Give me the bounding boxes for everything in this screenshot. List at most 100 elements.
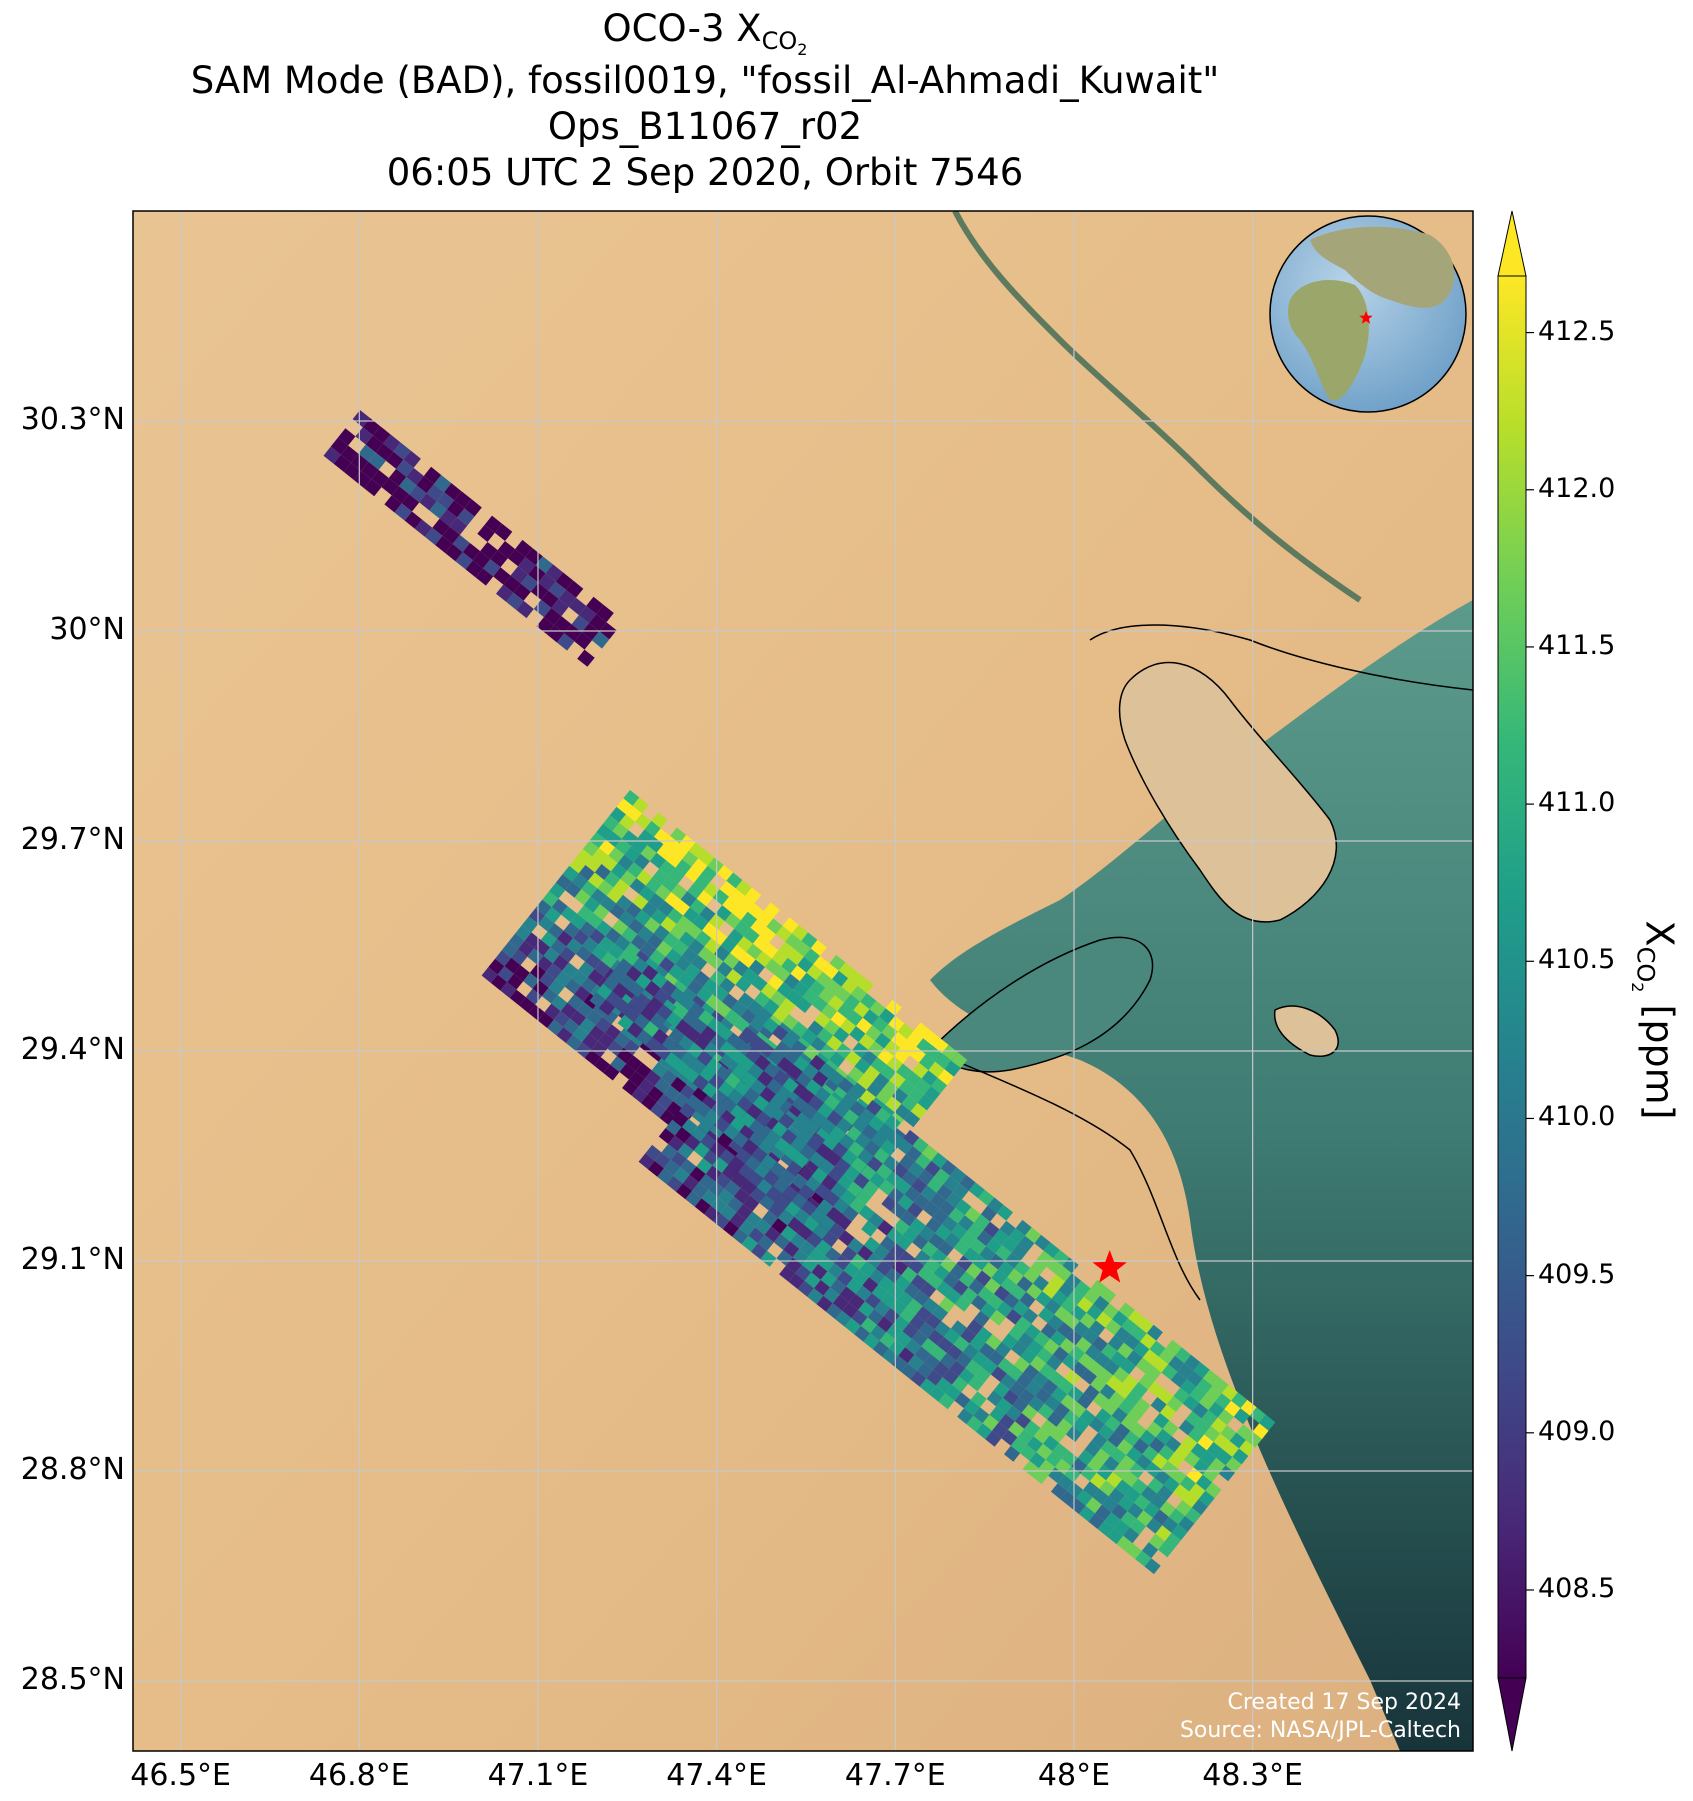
xco2-pixel	[996, 1204, 1013, 1221]
xco2-pixel	[700, 865, 717, 882]
xco2-pixel	[504, 957, 521, 974]
xco2-pixel	[820, 1271, 837, 1288]
xco2-pixel	[950, 1167, 967, 1184]
xco2-pixel	[1158, 1541, 1175, 1558]
xco2-pixel	[727, 1196, 744, 1213]
xco2-pixel	[953, 1239, 970, 1256]
xco2-pixel	[604, 871, 621, 888]
xco2-pixel	[594, 960, 611, 977]
xco2-pixel	[921, 1144, 938, 1161]
xco2-pixel	[1162, 1420, 1179, 1437]
xco2-pixel	[1030, 1259, 1047, 1276]
xco2-pixel	[1083, 1288, 1100, 1305]
xco2-pixel	[787, 1217, 804, 1233]
xco2-pixel	[987, 1293, 1004, 1310]
xco2-pixel	[754, 991, 771, 1008]
xco2-pixel	[756, 1178, 773, 1195]
xco2-pixel	[802, 988, 819, 1005]
xco2-pixel	[688, 1002, 705, 1019]
xco2-pixel	[758, 1138, 775, 1155]
xco2-pixel	[1097, 1520, 1114, 1537]
xco2-pixel	[766, 1078, 783, 1095]
xco2-pixel	[923, 1353, 940, 1370]
xco2-pixel	[944, 1232, 961, 1248]
xco2-pixel	[740, 1071, 758, 1088]
xco2-pixel	[684, 866, 701, 883]
figure-title-line3: Ops_B11067_r02	[547, 105, 863, 148]
xco2-pixel	[993, 1285, 1010, 1302]
xco2-pixel	[661, 1069, 678, 1086]
xco2-pixel	[1079, 1409, 1096, 1426]
xco2-pixel	[391, 486, 410, 504]
xco2-pixel	[556, 633, 575, 651]
xco2-pixel	[627, 862, 644, 879]
xco2-pixel	[890, 1299, 907, 1316]
map-gridlines	[133, 211, 1473, 1751]
xco2-pixel	[1099, 1480, 1116, 1497]
xco2-pixel	[931, 1077, 948, 1094]
xco2-pixel	[1147, 1477, 1164, 1494]
xco2-pixel	[1090, 1279, 1107, 1296]
xco2-pixel	[760, 1250, 777, 1267]
xco2-pixel	[826, 1206, 843, 1223]
xco2-pixel	[721, 1164, 738, 1181]
xco2-pixel	[722, 896, 739, 913]
xco2-pixel	[840, 1093, 857, 1110]
xco2-pixel	[849, 1100, 866, 1117]
xco2-pixel	[1182, 1491, 1199, 1508]
xco2-pixel	[682, 1010, 699, 1027]
xco2-pixel	[661, 1036, 678, 1053]
xco2-pixel	[853, 1173, 870, 1189]
xco2-pixel	[644, 820, 661, 837]
xco2-pixel	[1100, 1287, 1117, 1304]
xco2-pixel	[892, 1162, 909, 1179]
xco2-pixel	[623, 790, 640, 806]
xco2-pixel	[1009, 1381, 1026, 1397]
xco2-pixel	[981, 1358, 998, 1375]
xco2-pixel	[612, 982, 629, 999]
xco2-pixel	[1094, 1352, 1111, 1368]
xco2-pixel	[1206, 1442, 1223, 1458]
xco2-pixel	[959, 1271, 976, 1288]
xco2-pixel	[1165, 1436, 1182, 1453]
xco2-pixel	[598, 936, 615, 953]
xco2-pixel	[1001, 1333, 1018, 1350]
xco2-pixel	[913, 1290, 930, 1307]
xco2-pixel	[1135, 1454, 1152, 1471]
xco2-pixel	[763, 999, 780, 1015]
xco2-pixel	[743, 1195, 760, 1212]
xco2-pixel	[717, 1189, 734, 1205]
xco2-pixel	[1135, 1550, 1152, 1567]
xco2-pixel	[865, 1100, 882, 1116]
xco2-pixel	[879, 1235, 897, 1252]
xco2-pixel	[710, 1197, 727, 1214]
xco2-pixel	[571, 969, 588, 986]
xco2-pixel	[680, 891, 697, 908]
inset-globe	[1269, 215, 1467, 413]
xco2-pixel	[1113, 1519, 1130, 1536]
xco2-pixel	[550, 939, 567, 955]
xco2-pixel	[734, 920, 751, 937]
xco2-pixel	[1085, 1344, 1102, 1361]
xco2-pixel	[425, 527, 443, 545]
map-frame	[132, 210, 1474, 1752]
xco2-pixel	[497, 541, 516, 559]
xco2-pixel	[906, 1298, 923, 1315]
xco2-pixel	[884, 1040, 901, 1057]
xco2-pixel	[826, 1035, 843, 1052]
xco2-pixel	[892, 1088, 909, 1104]
xco2-pixel	[919, 1054, 936, 1071]
xco2-pixel	[581, 623, 600, 641]
xco2-pixel	[857, 1245, 874, 1262]
xco2-pixel	[594, 864, 611, 880]
xco2-pixel	[536, 955, 553, 972]
xco2-pixel	[795, 1264, 812, 1281]
xco2-pixel	[951, 1376, 968, 1393]
xco2-pixel	[1037, 1250, 1054, 1267]
xco2-pixel	[861, 1049, 878, 1066]
xco2-pixel	[742, 1139, 759, 1156]
xco2-pixel	[910, 1370, 927, 1387]
xco2-pixel	[1121, 1318, 1138, 1335]
xco2-pixel	[510, 566, 529, 584]
xco2-pixel	[1097, 1368, 1114, 1384]
